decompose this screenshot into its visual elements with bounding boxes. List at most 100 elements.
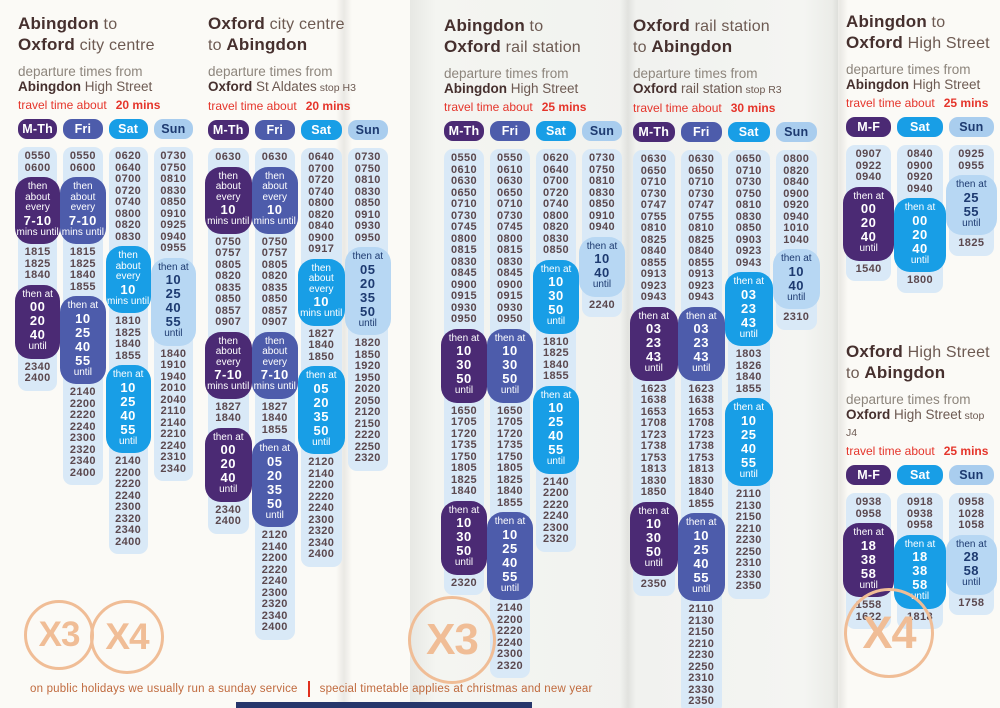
travel-time-label: travel time about: [633, 101, 722, 115]
title-descriptor: rail station: [500, 39, 581, 56]
panel-title: Abingdon to Oxford High Street: [846, 12, 994, 54]
departure-stop: Oxford rail station stop R3: [633, 81, 817, 98]
time-value: 0740: [308, 185, 335, 198]
time-value: 0740: [115, 196, 142, 208]
time-value: 0630: [640, 153, 667, 165]
time-value: 1708: [688, 417, 715, 429]
frequency-bubble: then at 28 58 until: [945, 534, 997, 595]
panel-abingdon-to-oxford-rail-station: Abingdon to Oxford rail station departure …: [441, 16, 625, 678]
stop-name: Oxford: [633, 81, 678, 96]
time-value: 0900: [906, 159, 934, 172]
time-value: 2340: [215, 503, 242, 516]
bubble-minute: 40: [120, 407, 136, 423]
time-value: 0940: [588, 221, 616, 233]
route-badge-x4: X4: [90, 600, 164, 674]
time-value: 2300: [496, 648, 524, 660]
bubble-minute: 40: [75, 338, 91, 354]
bubble-minute: 10: [165, 272, 182, 287]
day-header-fri: Fri: [680, 122, 722, 142]
time-value: 0825: [688, 233, 715, 246]
time-value: 0600: [69, 161, 96, 174]
bubble-minute: 05: [267, 453, 283, 469]
travel-time: travel time about 25 mins: [444, 100, 622, 114]
time-value: 1827: [215, 400, 242, 413]
time-value: 1855: [261, 423, 288, 436]
bubble-minute: 40: [594, 265, 610, 280]
frequency-bubble: then at 10 25 40 55 until: [105, 365, 151, 453]
time-value: 0938: [906, 507, 934, 520]
time-value: 2220: [354, 429, 381, 441]
time-value: 2110: [688, 603, 714, 615]
time-value: 0903: [735, 233, 762, 246]
time-value: 1810: [115, 315, 142, 327]
bubble-minute: 23: [646, 335, 662, 350]
frequency-bubble: then about every 7-10 mins until: [205, 331, 252, 399]
time-value: 0850: [354, 197, 381, 209]
time-value: 2200: [308, 479, 335, 491]
day-column-m-th: M-Th 0630 0650 0710 0730 0747 0755 0810 0825 0840…: [630, 122, 678, 596]
bubble-suffix: mins until: [61, 226, 104, 238]
bubble-minute: 10: [788, 263, 804, 279]
bubble-minute: 40: [741, 440, 757, 456]
time-value: 1010: [783, 222, 810, 234]
day-header-sun: Sun: [347, 120, 388, 140]
time-value: 0815: [450, 244, 478, 256]
day-header-m-th: M-Th: [444, 121, 484, 141]
bubble-minute: 55: [963, 203, 980, 219]
bubble-prefix: then about every: [70, 181, 96, 213]
time-value: 0950: [450, 313, 478, 325]
travel-time: travel time about 30 mins: [633, 101, 817, 115]
day-header-m-f: M-F: [846, 465, 892, 485]
bubble-prefix: then about every: [215, 170, 241, 203]
day-header-sat: Sat: [108, 119, 148, 139]
departure-stop: Oxford High Street stop J4: [846, 407, 994, 441]
time-value: 2300: [261, 586, 288, 599]
stop-name: St Aldates: [252, 79, 317, 94]
panel-oxford-city-centre-to-abingdon: Oxford city centre to Abingdon departure t…: [205, 14, 391, 640]
bubble-minute: 55: [120, 421, 136, 437]
time-strip: 0907 0922 0940 then at 00 20 40 until 1540: [843, 145, 895, 281]
time-value: 0810: [640, 222, 667, 234]
bubble-minute: 00: [860, 201, 877, 216]
time-value: 2140: [69, 386, 96, 398]
stop-name: High Street: [506, 81, 579, 96]
time-value: 0915: [496, 290, 524, 302]
bubble-prefix: then about every: [308, 262, 334, 295]
time-value: 1850: [640, 486, 667, 498]
panel-title: Abingdon to Oxford city centre: [18, 14, 193, 56]
time-value: 1815: [24, 246, 51, 258]
bubble-minute: 28: [963, 549, 980, 564]
time-strip: 0640 0700 0720 0740 0800 0820 0840 0900 0917 then…: [298, 148, 345, 567]
time-value: 0950: [354, 231, 381, 244]
bubble-minute: 40: [788, 277, 804, 293]
time-value: 1830: [688, 474, 715, 487]
time-value: 0850: [735, 222, 762, 234]
time-value: 2240: [115, 489, 142, 502]
frequency-bubble: then at 10 30 50 until: [630, 501, 678, 576]
frequency-bubble: then at 00 20 40 until: [843, 186, 895, 261]
title-descriptor: High Street: [902, 35, 990, 52]
time-value: 1827: [308, 327, 335, 340]
frequency-bubble: then at 00 20 40 until: [894, 198, 946, 272]
day-column-sun: Sun 0730 0750 0810 0830 0850 0910 0925 0940 0955 t…: [150, 119, 196, 481]
time-value: 2200: [115, 466, 142, 479]
departure-label: departure times from: [633, 66, 758, 81]
title-place: Oxford: [208, 14, 265, 33]
time-value: 0720: [542, 186, 570, 199]
time-value: 2120: [308, 456, 335, 468]
time-value: 0745: [450, 221, 478, 233]
time-value: 1855: [115, 349, 142, 362]
title-place: Oxford: [846, 342, 903, 361]
time-value: 1040: [783, 233, 810, 246]
time-value: 1653: [640, 405, 667, 418]
day-header-sat: Sat: [897, 465, 943, 485]
bubble-suffix: mins until: [207, 381, 250, 392]
time-value: 0930: [450, 301, 478, 314]
time-value: 2140: [160, 416, 187, 429]
time-value: 0740: [542, 198, 570, 210]
time-value: 0943: [640, 291, 667, 303]
day-header-m-f: M-F: [846, 117, 892, 137]
time-value: 0850: [588, 198, 616, 210]
time-value: 1840: [688, 486, 715, 498]
bubble-minute: 20: [860, 215, 877, 230]
